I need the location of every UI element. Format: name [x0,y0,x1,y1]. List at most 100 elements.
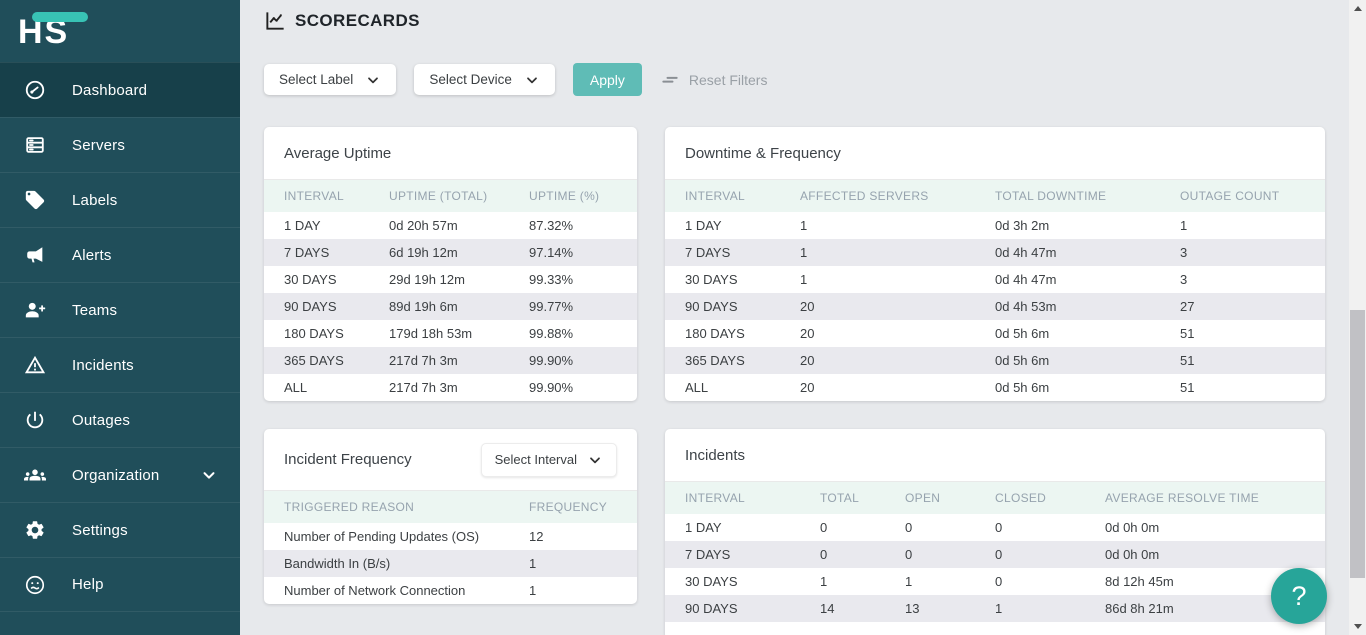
apply-button[interactable]: Apply [572,63,642,96]
table-cell: 0d 0h 0m [1105,520,1160,535]
column-header: FREQUENCY [509,491,637,523]
sidebar-item-label: Settings [72,521,128,539]
table-row: 1 DAY 0 0 0 0d 0h 0m [665,514,1325,541]
table-row: 30 DAYS 29d 19h 12m 99.33% [264,266,637,293]
help-button[interactable]: ? [1271,568,1327,624]
sidebar-nav: Dashboard Servers Labels Alerts Teams Inciden… [0,62,240,612]
sidebar-item-label: Incidents [72,356,134,374]
table-cell: 1 [800,218,808,233]
table-cell: 99.33% [529,272,574,287]
table-cell: 7 DAYS [685,547,731,562]
table-cell: 365 DAYS [685,353,745,368]
table-cell: 1 DAY [685,520,722,535]
table-cell: 180 DAYS [284,326,344,341]
scroll-down-arrow-icon[interactable] [1349,618,1366,635]
chevron-down-icon [587,452,603,468]
table-cell: 0d 4h 47m [995,272,1057,287]
incident-frequency-card: Incident Frequency Select Interval TRIGG… [264,429,637,604]
cards-grid: Average Uptime INTERVAL UPTIME (TOTAL) UPT… [264,127,1325,635]
table-cell: 0d 4h 47m [995,245,1057,260]
sidebar-item-label: Teams [72,301,118,319]
table-cell: 51 [1180,380,1195,395]
table-cell: 87.32% [529,218,574,233]
table-cell: 20 [800,326,815,341]
vertical-scrollbar[interactable] [1349,0,1366,635]
table-cell: 20 [800,299,815,314]
sidebar-item-settings[interactable]: Settings [0,502,240,557]
table-cell: 30 DAYS [284,272,337,287]
select-interval-dropdown[interactable]: Select Interval [480,442,617,477]
sidebar-item-incidents[interactable]: Incidents [0,337,240,392]
select-label-dropdown[interactable]: Select Label [264,64,397,95]
card-header: Incident Frequency Select Interval [264,429,637,491]
sidebar-item-teams[interactable]: Teams [0,282,240,337]
reset-filters-icon [660,70,680,90]
table-cell: 97.14% [529,245,574,260]
table-cell: 0d 3h 2m [995,218,1050,233]
table-row: 1 DAY 0d 20h 57m 87.32% [264,212,637,239]
table-cell: 0 [995,574,1003,589]
table-row: 30 DAYS 1 0d 4h 47m 3 [665,266,1325,293]
column-header: TOTAL [800,482,885,514]
sidebar-item-organization[interactable]: Organization [0,447,240,502]
groups-icon [24,464,46,486]
table-row: 7 DAYS 0 0 0 0d 0h 0m [665,541,1325,568]
table-cell: 13 [905,601,920,616]
table-cell: 12 [529,529,544,544]
table-row: 365 DAYS 20 0d 5h 6m 51 [665,347,1325,374]
table-cell: 3 [1180,245,1188,260]
table-cell: 90 DAYS [685,299,738,314]
sidebar-item-servers[interactable]: Servers [0,117,240,172]
app-logo[interactable]: HS [0,0,240,62]
table-cell: 90 DAYS [685,601,738,616]
incidents-table: INTERVAL TOTAL OPEN CLOSED AVERAGE RESOLVE T… [665,482,1325,622]
servers-icon [24,134,46,156]
select-device-dropdown[interactable]: Select Device [414,64,555,95]
line-chart-icon [264,9,287,32]
reset-filters-button[interactable]: Reset Filters [660,70,768,90]
table-row: 1 DAY 1 0d 3h 2m 1 [665,212,1325,239]
column-header: UPTIME (TOTAL) [369,180,509,212]
table-row: 90 DAYS 20 0d 4h 53m 27 [665,293,1325,320]
table-row: Number of Pending Updates (OS) 12 [264,523,637,550]
table-cell: 8d 12h 45m [1105,574,1174,589]
tag-icon [24,189,46,211]
column-header: INTERVAL [264,180,369,212]
table-cell: 0 [905,520,913,535]
table-cell: 99.77% [529,299,574,314]
average-uptime-card: Average Uptime INTERVAL UPTIME (TOTAL) UPT… [264,127,637,401]
select-label-value: Select Label [279,72,354,87]
column-header: UPTIME (%) [509,180,637,212]
table-cell: 29d 19h 12m [389,272,465,287]
table-row: 365 DAYS 217d 7h 3m 99.90% [264,347,637,374]
table-cell: 0d 5h 6m [995,353,1050,368]
sidebar-item-outages[interactable]: Outages [0,392,240,447]
table-cell: 7 DAYS [685,245,731,260]
table-cell: 217d 7h 3m [389,380,458,395]
sidebar-item-help[interactable]: Help [0,557,240,612]
table-row: 90 DAYS 14 13 1 86d 8h 21m [665,595,1325,622]
person-add-icon [24,299,46,321]
table-cell: 0 [995,520,1003,535]
table-cell: 0d 5h 6m [995,380,1050,395]
column-header: OPEN [885,482,975,514]
sidebar-item-alerts[interactable]: Alerts [0,227,240,282]
table-cell: 0 [995,547,1003,562]
incident-frequency-table: TRIGGERED REASON FREQUENCY Number of Pendi… [264,491,637,604]
sidebar-item-labels[interactable]: Labels [0,172,240,227]
chevron-down-icon [200,466,218,484]
column-header: INTERVAL [665,180,780,212]
table-cell: Bandwidth In (B/s) [284,556,391,571]
sidebar-item-dashboard[interactable]: Dashboard [0,62,240,117]
chevron-down-icon [365,72,381,88]
scroll-up-arrow-icon[interactable] [1349,0,1366,17]
gauge-icon [24,79,46,101]
column-header: TOTAL DOWNTIME [975,180,1160,212]
table-cell: 30 DAYS [685,574,738,589]
table-row: 180 DAYS 179d 18h 53m 99.88% [264,320,637,347]
sidebar-item-label: Labels [72,191,118,209]
table-cell: 1 DAY [284,218,321,233]
reset-filters-label: Reset Filters [688,71,768,88]
scrollbar-thumb[interactable] [1350,310,1365,578]
table-row: 30 DAYS 1 1 0 8d 12h 45m [665,568,1325,595]
